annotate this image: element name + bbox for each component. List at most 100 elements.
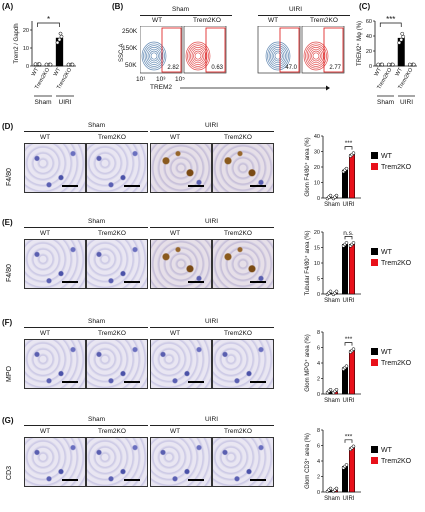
bar [342,368,348,394]
y-tick-label: 15 [314,246,320,252]
legend-label: WT [381,349,393,356]
legend-swatch [371,248,378,255]
data-point [49,63,52,66]
row-stain-label: CD3 [6,466,13,480]
legend-label: Trem2KO [381,260,412,267]
scale-bar [62,479,78,481]
row-sham-line [24,131,148,132]
y-tick-label: 20 [314,230,320,236]
data-point [401,32,404,35]
row-uiri-line [150,425,274,426]
y-tick-label: 2 [317,377,320,383]
scale-bar [62,381,78,383]
gate-percent: 2.77 [329,65,341,71]
b-sham-line [140,15,232,16]
row-group-label: WT [170,330,180,337]
uiri-label: UIRI [400,99,413,106]
legend-swatch [371,359,378,366]
y-tick-label: 20 [314,165,320,171]
data-point [352,348,355,351]
b-sham-label: Sham [172,6,189,13]
row-group-label: WT [170,428,180,435]
data-point [381,63,384,66]
panel-d-label: (D) [2,122,13,131]
y-tick-label: 0 [317,196,320,202]
legend-swatch [371,259,378,266]
panel-b-label: (B) [112,2,123,11]
row-group-label: WT [170,230,180,237]
legend-swatch [371,457,378,464]
b-xaxis-label: TREM2 [150,84,172,91]
data-point [329,290,332,293]
scale-bar [188,479,204,481]
row-stain-label: F4/80 [6,168,13,186]
row-stain-label: F4/80 [6,264,13,282]
bar [342,244,348,294]
gate-percent: 0.63 [211,65,223,71]
row-group-label: Trem2KO [224,330,252,337]
y-axis-title: Glom CD3⁺ area (%) [304,433,311,489]
data-point [408,63,411,66]
row-uiri-line [150,131,274,132]
row-sham-line [24,227,148,228]
y-tick-label: 6 [317,444,320,450]
scale-bar [124,381,140,383]
y-tick-label: 10 [23,46,29,52]
uiri-label: UIRI [59,99,72,106]
row-uiri-line [150,327,274,328]
data-point [400,38,403,41]
legend-swatch [371,348,378,355]
row-group-label: Trem2KO [98,230,126,237]
row-stain-label: MPO [6,366,13,382]
legend-swatch [371,152,378,159]
data-point [345,365,348,368]
data-point [71,63,74,66]
y-tick-label: 10 [314,261,320,267]
row-sham-label: Sham [88,122,105,129]
data-point [38,63,41,66]
bar [342,170,348,198]
data-point [329,388,332,391]
x-tick-label: UIRI [343,202,355,208]
b-uiri-label: UIRI [289,6,302,13]
data-point [335,290,338,293]
y-axis-title: TREM2⁺ Mφ (%) [356,21,363,66]
data-point [329,487,332,490]
row-uiri-label: UIRI [205,218,218,225]
scale-bar [250,381,266,383]
y-tick-label: 2 [317,475,320,481]
legend-swatch [371,446,378,453]
x-tick-label: UIRI [343,298,355,304]
data-point [67,63,70,66]
row-group-label: WT [40,330,50,337]
data-point [352,445,355,448]
bar [349,448,355,492]
y-axis-title: Glom MPO⁺ area (%) [304,334,311,392]
data-point [352,241,355,244]
row-uiri-label: UIRI [205,318,218,325]
row-sham-label: Sham [88,416,105,423]
x-tick-label: Sham [324,398,340,404]
y-tick-label: 0 [26,64,29,70]
row-sham-label: Sham [88,218,105,225]
legend-label: Trem2KO [381,458,412,465]
data-point [58,38,61,41]
y-tick-label: 4 [317,459,320,465]
row-uiri-label: UIRI [205,416,218,423]
y-tick-label: 6 [317,346,320,352]
y-tick-label: 40 [314,134,320,140]
b-ko1: Trem2KO [193,17,221,24]
legend-label: WT [381,153,393,160]
row-group-label: Trem2KO [98,330,126,337]
x-tick-label: WT [53,66,63,77]
y-tick-label: 30 [314,150,320,156]
y-tick-label: 0 [369,64,372,70]
x-tick-label: Sham [324,202,340,208]
y-tick-label: 10 [314,181,320,187]
sig-label: *** [345,433,353,440]
row-sham-line [24,327,148,328]
